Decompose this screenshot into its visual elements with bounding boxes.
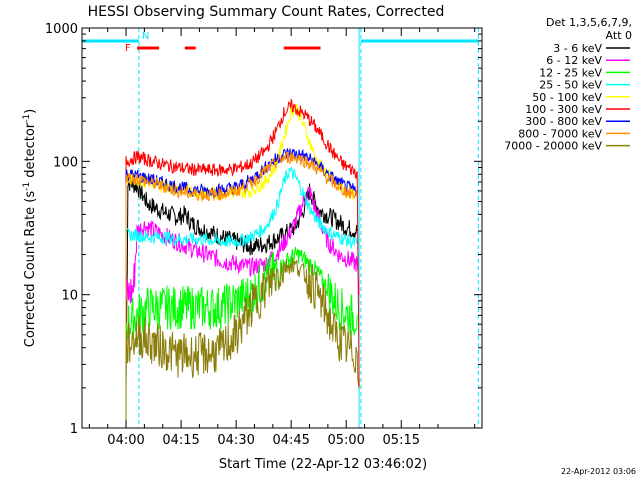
x-tick-label: 05:00 <box>327 433 364 448</box>
x-tick-label: 04:30 <box>217 433 254 448</box>
chart-title: HESSI Observing Summary Count Rates, Cor… <box>88 4 445 20</box>
axes: 04:00 04:15 04:30 04:45 05:00 05:15 1 10 100 1000 <box>45 22 482 448</box>
plot-frame <box>81 27 483 429</box>
legend-entry-label: 3 - 6 keV <box>553 42 602 55</box>
legend-header-attenuator: Att 0 <box>606 29 632 42</box>
series-line <box>125 257 360 428</box>
night-flag-label: N <box>142 31 149 42</box>
x-tick-label: 04:45 <box>272 433 309 448</box>
y-axis-label-group: Corrected Count Rate (s-1 detector-1) <box>22 109 38 347</box>
timestamp-footer: 22-Apr-2012 03:06 <box>561 467 636 476</box>
y-axis-label-mid: detector <box>23 122 38 182</box>
y-axis-label-main: Corrected Count Rate (s <box>23 191 38 348</box>
legend-entry-label: 100 - 300 keV <box>525 103 602 116</box>
series-line <box>125 151 358 428</box>
y-tick-label: 10 <box>61 289 78 304</box>
x-tick-label: 05:15 <box>383 433 420 448</box>
x-axis-label: Start Time (22-Apr-12 03:46:02) <box>219 457 427 472</box>
legend-header-detectors: Det 1,3,5,6,7,9, <box>546 16 632 29</box>
series-line <box>125 166 358 428</box>
legend-entry-label: 800 - 7000 keV <box>518 127 602 140</box>
legend-entry-label: 12 - 25 keV <box>539 66 602 79</box>
flare-intervals: F <box>125 43 321 54</box>
y-axis-label-sup1: -1 <box>22 182 32 191</box>
y-tick-label: 100 <box>53 155 78 170</box>
series-line <box>125 98 360 428</box>
series-line <box>125 246 358 428</box>
legend-entry-label: 6 - 12 keV <box>546 54 602 67</box>
legend-entry-label: 300 - 800 keV <box>525 115 602 128</box>
x-tick-label: 04:00 <box>107 433 144 448</box>
legend-entry-label: 25 - 50 keV <box>539 79 602 92</box>
y-tick-label: 1 <box>70 422 78 437</box>
y-tick-label: 1000 <box>45 22 78 37</box>
flare-flag-label: F <box>125 43 131 54</box>
series-group <box>125 98 360 428</box>
legend-entry-label: 7000 - 20000 keV <box>504 140 602 153</box>
y-axis-label-sup2: -1 <box>22 114 32 123</box>
x-tick-label: 04:15 <box>162 433 199 448</box>
legend-entry-label: 50 - 100 keV <box>532 91 602 104</box>
y-axis-label: Corrected Count Rate (s-1 detector-1) <box>22 109 38 347</box>
y-axis-label-end: ) <box>23 109 38 114</box>
